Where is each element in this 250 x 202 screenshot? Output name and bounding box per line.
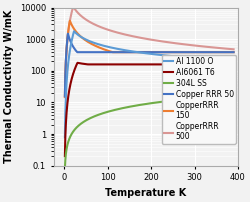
304L SS [156, 101, 158, 104]
Al6061 T6 [92, 63, 95, 66]
304L SS [136, 104, 140, 106]
Copper RRR 50 [152, 51, 155, 53]
Al 1100 O [232, 59, 235, 61]
CopperRRR
150 [156, 51, 159, 53]
Al6061 T6 [137, 63, 140, 66]
Al6061 T6 [152, 63, 155, 66]
CopperRRR
500 [156, 39, 159, 42]
Copper RRR 50 [156, 51, 159, 53]
Copper RRR 50 [86, 51, 89, 53]
304L SS [120, 107, 123, 109]
CopperRRR
500 [92, 23, 95, 25]
CopperRRR
150 [64, 95, 66, 98]
CopperRRR
150 [68, 20, 71, 22]
Al6061 T6 [64, 155, 66, 157]
CopperRRR
500 [152, 39, 155, 41]
Copper RRR 50 [64, 95, 66, 97]
304L SS [218, 95, 222, 97]
Line: Al6061 T6: Al6061 T6 [65, 63, 234, 156]
Line: 304L SS: 304L SS [65, 96, 234, 169]
304L SS [64, 167, 66, 170]
Line: Al 1100 O: Al 1100 O [65, 31, 234, 137]
Al 1100 O [156, 53, 159, 56]
Copper RRR 50 [66, 33, 70, 35]
Y-axis label: Thermal Conductivity W/mK: Thermal Conductivity W/mK [4, 10, 14, 163]
CopperRRR
150 [92, 44, 95, 46]
Line: CopperRRR
500: CopperRRR 500 [65, 7, 234, 97]
Copper RRR 50 [120, 51, 124, 53]
CopperRRR
500 [64, 96, 66, 98]
CopperRRR
150 [86, 40, 89, 43]
CopperRRR
150 [137, 51, 140, 53]
304L SS [152, 102, 155, 104]
Al6061 T6 [86, 63, 89, 66]
Al6061 T6 [76, 62, 79, 64]
Copper RRR 50 [92, 51, 95, 53]
Al6061 T6 [232, 63, 235, 66]
Al 1100 O [137, 51, 140, 54]
Al6061 T6 [120, 63, 124, 66]
X-axis label: Temperature K: Temperature K [105, 188, 186, 198]
Line: CopperRRR
150: CopperRRR 150 [65, 21, 234, 97]
304L SS [92, 116, 95, 118]
Copper RRR 50 [232, 51, 235, 53]
Al 1100 O [86, 39, 89, 41]
CopperRRR
500 [72, 5, 75, 8]
304L SS [232, 95, 235, 97]
Al 1100 O [92, 41, 95, 44]
Legend: Al 1100 O, Al6061 T6, 304L SS, Copper RRR 50, CopperRRR
150, CopperRRR
500: Al 1100 O, Al6061 T6, 304L SS, Copper RR… [162, 55, 236, 144]
Al 1100 O [120, 48, 124, 51]
CopperRRR
500 [120, 33, 124, 35]
CopperRRR
500 [86, 19, 89, 22]
CopperRRR
150 [152, 51, 155, 53]
Copper RRR 50 [137, 51, 140, 53]
Al 1100 O [152, 53, 155, 55]
CopperRRR
150 [232, 51, 235, 53]
CopperRRR
150 [120, 51, 124, 53]
304L SS [86, 119, 89, 121]
Al 1100 O [72, 30, 76, 33]
CopperRRR
500 [137, 36, 140, 39]
Al 1100 O [64, 136, 66, 138]
CopperRRR
500 [232, 48, 235, 50]
Line: Copper RRR 50: Copper RRR 50 [65, 34, 234, 96]
Al6061 T6 [156, 63, 159, 66]
